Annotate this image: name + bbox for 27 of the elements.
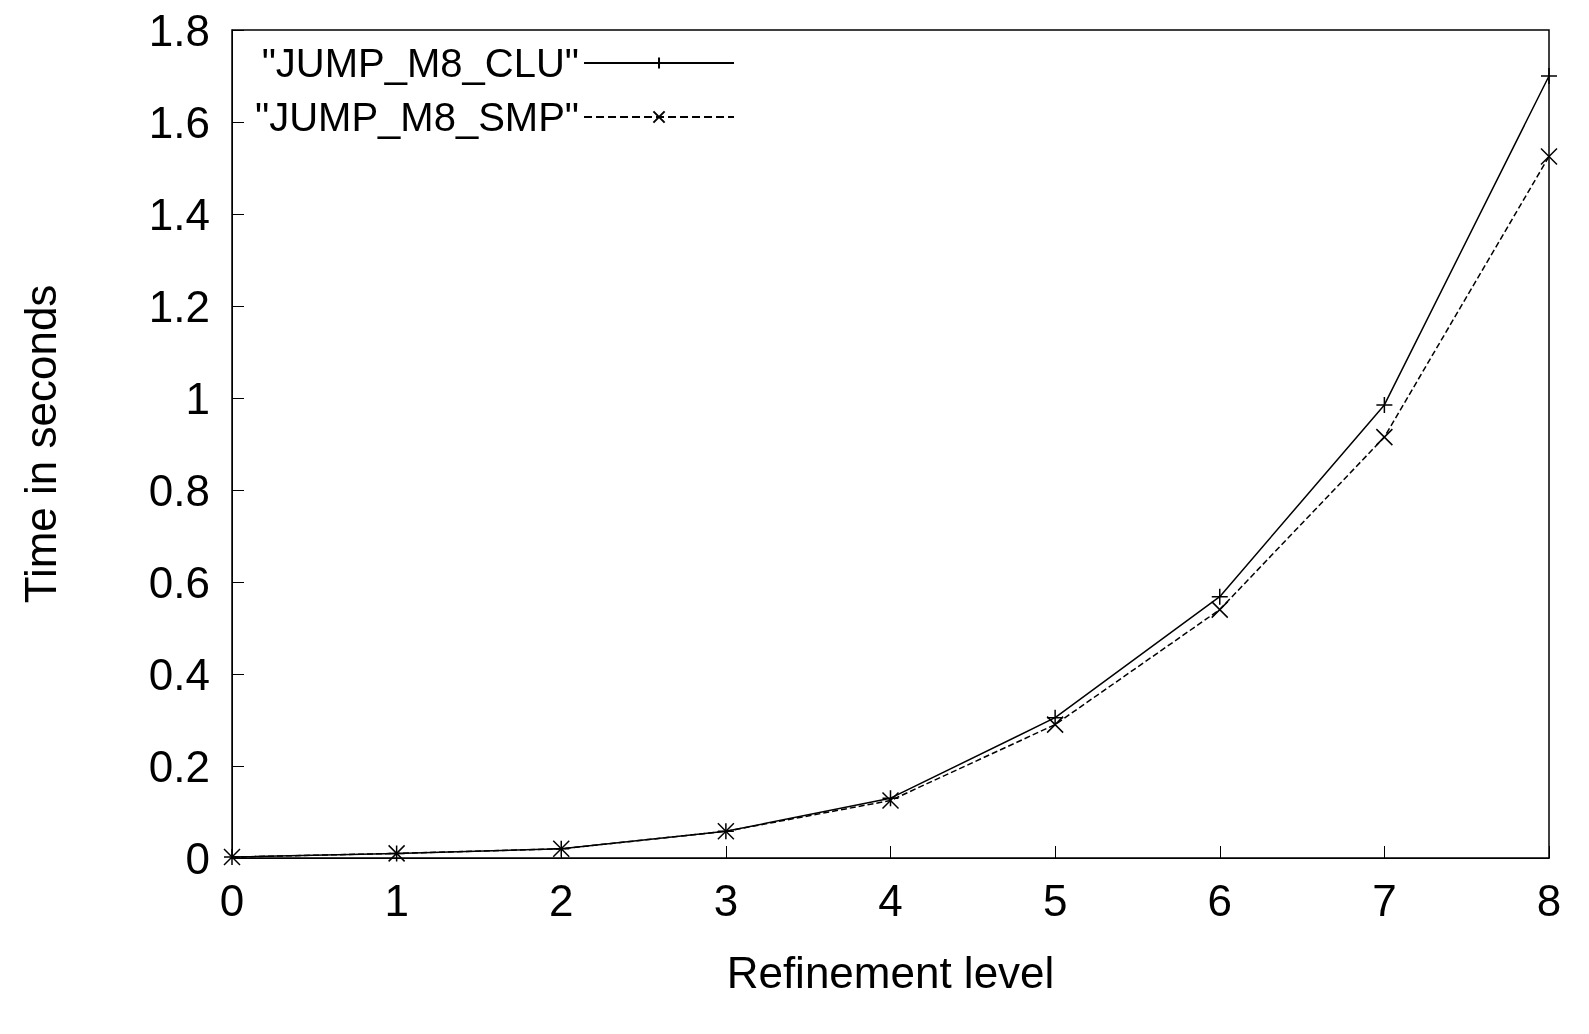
y-axis-title: Time in seconds — [15, 284, 65, 604]
x-tick-label: 6 — [1207, 875, 1232, 925]
y-tick-label: 0.6 — [148, 557, 210, 607]
x-tick-label: 0 — [219, 875, 245, 925]
y-tick-label: 0.2 — [148, 741, 210, 791]
y-tick-label: 1.4 — [148, 189, 210, 239]
x-tick-label: 1 — [384, 875, 409, 925]
y-tick-label: 0 — [185, 833, 210, 883]
x-tick-label: 8 — [1536, 875, 1562, 925]
y-tick-label: 1.2 — [148, 281, 210, 331]
x-tick-label: 7 — [1372, 875, 1397, 925]
x-tick-label: 3 — [713, 875, 739, 925]
y-tick-label: 0.4 — [148, 649, 210, 699]
legend-label: "JUMP_M8_CLU" — [261, 41, 580, 85]
x-axis-title: Refinement level — [726, 947, 1055, 997]
x-tick-label: 2 — [549, 875, 574, 925]
y-tick-label: 0.8 — [148, 465, 210, 515]
point — [1375, 396, 1394, 414]
legend-label: "JUMP_M8_SMP" — [254, 95, 580, 139]
y-tick-label: 1.8 — [148, 5, 210, 55]
point — [1211, 600, 1229, 619]
y-tick-label: 1 — [185, 373, 210, 423]
point — [1375, 428, 1394, 446]
point — [1540, 147, 1558, 166]
y-tick-label: 1.6 — [148, 97, 210, 147]
x-tick-label: 4 — [878, 875, 903, 925]
x-tick-label: 5 — [1042, 875, 1068, 925]
